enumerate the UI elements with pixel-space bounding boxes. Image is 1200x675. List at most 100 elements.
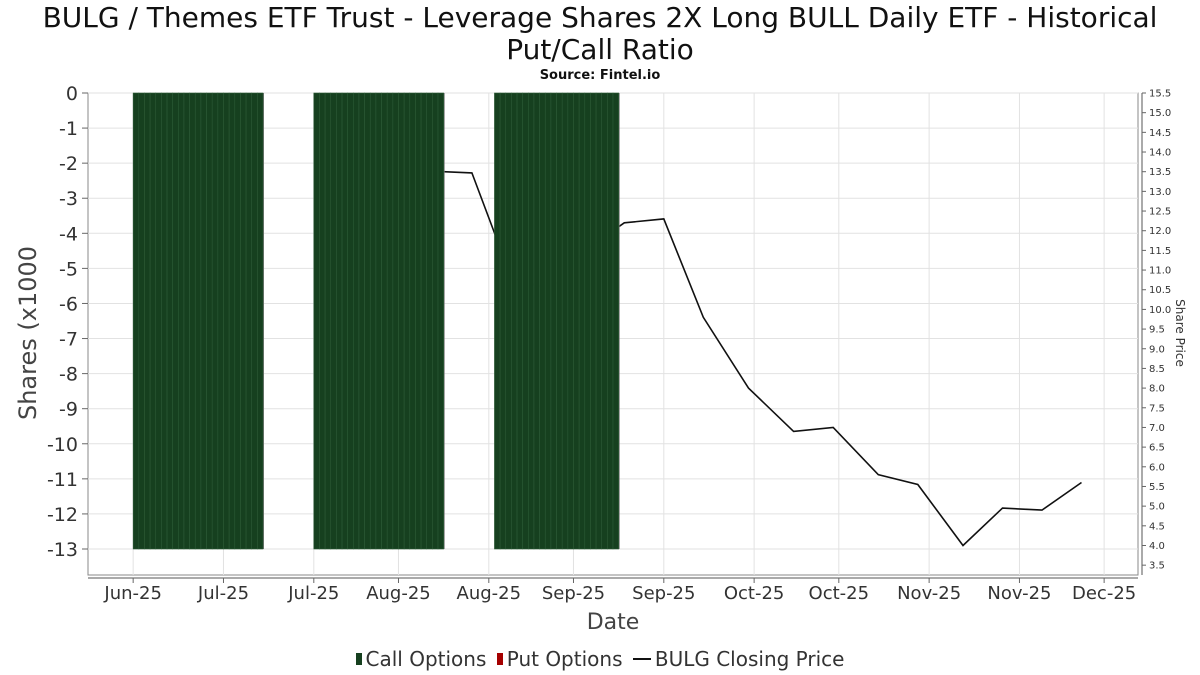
call-bar <box>528 92 535 550</box>
legend-price: BULG Closing Price <box>632 647 845 671</box>
call-bar <box>432 92 439 550</box>
legend-price-label: BULG Closing Price <box>654 647 845 671</box>
y-tick-label: -4 <box>59 223 78 245</box>
call-bar <box>138 92 145 550</box>
call-bar <box>245 92 253 550</box>
legend-call: Call Options <box>355 647 487 671</box>
call-bar <box>341 92 348 550</box>
legend-call-label: Call Options <box>365 647 487 671</box>
call-option-bars <box>132 92 620 550</box>
y-tick-label: -11 <box>47 469 78 491</box>
call-swatch <box>355 653 362 665</box>
x-tick-label: Aug-25 <box>457 583 522 604</box>
y2-tick-label: 8.0 <box>1149 384 1165 395</box>
y2-axis-ticks: 3.5 4.0 4.5 5.0 5.5 6.0 6.5 7.0 7.5 8.0 8.5 9.0 9.5 1… <box>1142 89 1171 572</box>
call-bar <box>403 92 411 550</box>
y2-tick-label: 9.0 <box>1149 344 1165 355</box>
y2-tick-label: 13.5 <box>1149 167 1171 178</box>
call-bar <box>533 92 540 550</box>
y2-tick-label: 6.0 <box>1149 462 1165 473</box>
call-bar <box>240 92 247 550</box>
x-tick-label: Sep-25 <box>632 583 695 604</box>
call-bar <box>330 92 337 550</box>
chart-source: Source: Fintel.io <box>539 68 661 83</box>
call-bar <box>567 92 574 550</box>
y2-tick-label: 8.5 <box>1149 364 1165 375</box>
x-axis-label: Date <box>587 610 640 635</box>
call-bar <box>144 92 151 550</box>
call-bar <box>161 92 168 550</box>
y2-tick-label: 14.5 <box>1149 128 1171 139</box>
call-bar <box>544 92 552 550</box>
call-bar <box>223 92 230 550</box>
call-bar <box>251 92 258 550</box>
call-bar <box>172 92 179 550</box>
y2-tick-label: 5.0 <box>1149 502 1165 513</box>
call-bar <box>149 92 157 550</box>
y-tick-label: -6 <box>59 293 78 315</box>
call-bar <box>437 92 444 550</box>
call-bar <box>375 92 382 550</box>
call-bar <box>578 92 586 550</box>
y-tick-label: -13 <box>47 539 78 561</box>
x-tick-label: Aug-25 <box>366 583 431 604</box>
x-tick-label: Dec-25 <box>1072 583 1136 604</box>
legend-put-label: Put Options <box>506 647 623 671</box>
y2-tick-label: 6.5 <box>1149 443 1165 454</box>
call-bar <box>178 92 185 550</box>
call-bar <box>426 92 433 550</box>
y2-tick-label: 4.5 <box>1149 521 1165 532</box>
call-bar <box>505 92 512 550</box>
x-tick-label: Jul-25 <box>287 583 339 604</box>
call-bar <box>166 92 173 550</box>
y2-tick-label: 10.0 <box>1149 305 1171 316</box>
call-bar <box>499 92 507 550</box>
chart-title: BULG / Themes ETF Trust - Leverage Share… <box>42 1 1158 66</box>
x-tick-label: Oct-25 <box>724 583 785 604</box>
call-bar <box>194 92 202 550</box>
call-bar <box>381 92 388 550</box>
y-tick-label: -1 <box>59 118 78 140</box>
legend-put: Put Options <box>496 647 623 671</box>
y2-tick-label: 12.0 <box>1149 226 1171 237</box>
call-bar <box>561 92 569 550</box>
x-tick-label: Jul-25 <box>197 583 249 604</box>
x-tick-label: Jun-25 <box>103 583 162 604</box>
y2-tick-label: 10.5 <box>1149 285 1171 296</box>
put-swatch <box>496 653 503 665</box>
y2-tick-label: 4.0 <box>1149 541 1165 552</box>
x-axis-ticks: Jun-25 Jul-25 Jul-25 Aug-25 Aug-25 Sep-25 Sep-… <box>103 578 1136 604</box>
call-bar <box>398 92 405 550</box>
call-bar <box>392 92 399 550</box>
y2-tick-label: 12.5 <box>1149 207 1171 218</box>
x-tick-label: Sep-25 <box>542 583 605 604</box>
call-bar <box>319 92 326 550</box>
call-bar <box>228 92 236 550</box>
call-bar <box>420 92 428 550</box>
y-tick-label: -2 <box>59 153 78 175</box>
call-bar <box>494 92 501 550</box>
y2-tick-label: 11.0 <box>1149 266 1171 277</box>
y-tick-label: -5 <box>59 258 78 280</box>
y2-tick-label: 15.0 <box>1149 108 1171 119</box>
y-tick-label: -10 <box>47 434 78 456</box>
call-bar <box>607 92 614 550</box>
y2-axis-label: Share Price <box>1173 299 1187 367</box>
call-bar <box>324 92 332 550</box>
y2-tick-label: 3.5 <box>1149 561 1165 572</box>
y2-tick-label: 5.5 <box>1149 482 1165 493</box>
call-bar <box>612 92 619 550</box>
y-tick-label: -8 <box>59 364 78 386</box>
call-bar <box>556 92 563 550</box>
call-bar <box>415 92 422 550</box>
call-bar <box>516 92 523 550</box>
y2-tick-label: 15.5 <box>1149 89 1171 100</box>
call-bar <box>234 92 241 550</box>
call-bar <box>211 92 219 550</box>
call-bar <box>522 92 529 550</box>
call-bar <box>601 92 608 550</box>
call-bar <box>369 92 377 550</box>
call-bar <box>353 92 360 550</box>
call-bar <box>590 92 597 550</box>
